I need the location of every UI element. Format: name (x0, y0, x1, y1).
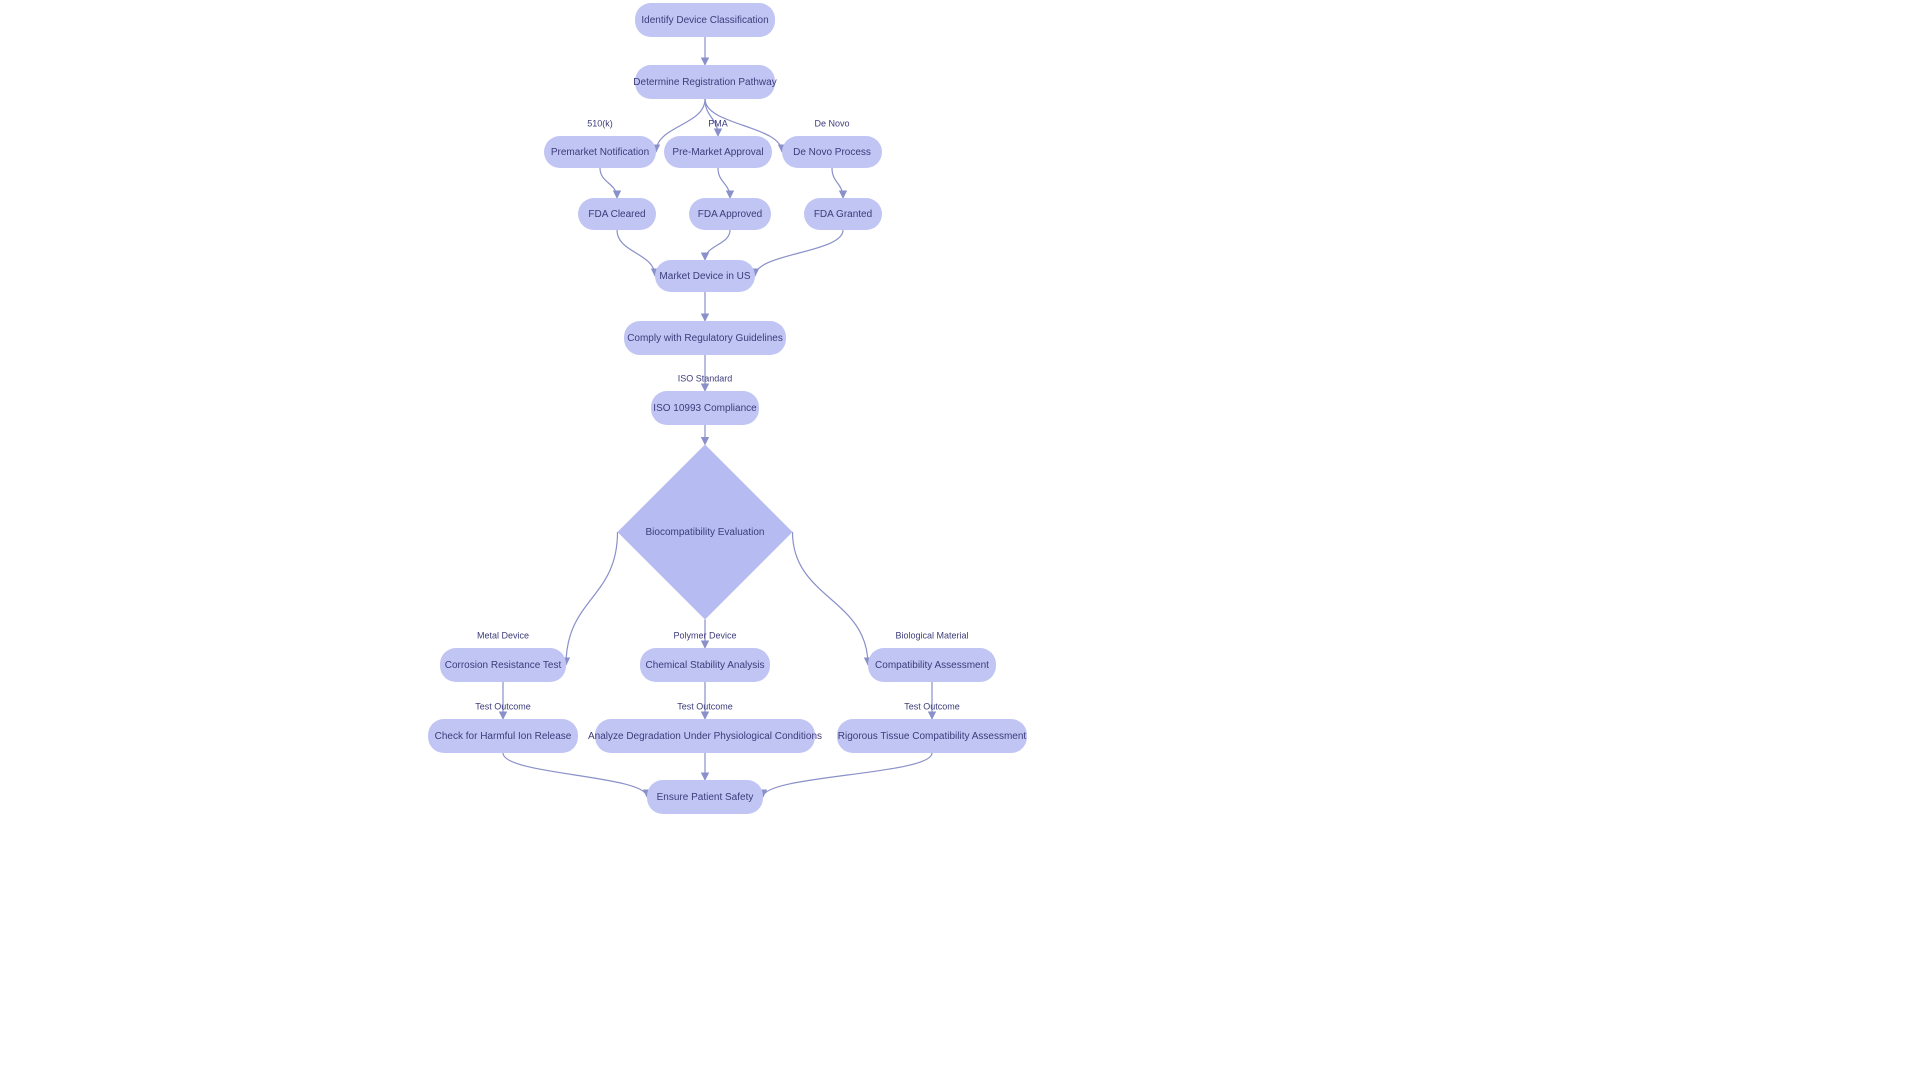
node-label: Pre-Market Approval (672, 147, 763, 158)
edge (755, 230, 843, 276)
node-label: Determine Registration Pathway (633, 77, 776, 88)
flow-node: Rigorous Tissue Compatibility Assessment (837, 719, 1027, 753)
edge-label: 510(k) (587, 118, 613, 128)
edge (566, 532, 618, 665)
node-label: FDA Granted (814, 209, 872, 220)
node-label: Premarket Notification (551, 147, 649, 158)
flow-node: Chemical Stability Analysis (640, 648, 770, 682)
node-label: Corrosion Resistance Test (445, 660, 562, 671)
flow-node: Check for Harmful Ion Release (428, 719, 578, 753)
edge-label: De Novo (814, 118, 849, 128)
flow-node: Analyze Degradation Under Physiological … (588, 719, 822, 753)
edge-label: ISO Standard (678, 373, 733, 383)
node-label: Chemical Stability Analysis (646, 660, 765, 671)
edge (705, 230, 730, 260)
flowchart-canvas: 510(k) PMA De Novo ISO Standard Metal Device… (0, 0, 1920, 1080)
node-label: Rigorous Tissue Compatibility Assessment (838, 731, 1027, 742)
edge-label: Test Outcome (677, 701, 733, 711)
flow-node: Biocompatibility Evaluation (618, 445, 793, 620)
flow-node: Compatibility Assessment (868, 648, 996, 682)
flow-node: Pre-Market Approval (664, 136, 772, 168)
flow-node: FDA Cleared (578, 198, 656, 230)
node-label: ISO 10993 Compliance (653, 403, 757, 414)
node-label: Check for Harmful Ion Release (435, 731, 572, 742)
flow-node: Market Device in US (655, 260, 755, 292)
flow-node: FDA Granted (804, 198, 882, 230)
edge (763, 753, 932, 797)
node-label: Analyze Degradation Under Physiological … (588, 731, 822, 742)
node-label: Market Device in US (659, 271, 750, 282)
flow-node: Premarket Notification (544, 136, 656, 168)
flow-node: Determine Registration Pathway (633, 65, 776, 99)
edge-label: Test Outcome (475, 701, 531, 711)
node-label: FDA Cleared (588, 209, 645, 220)
edge (617, 230, 655, 276)
flow-node: Identify Device Classification (635, 3, 775, 37)
edge (793, 532, 869, 665)
node-label: FDA Approved (698, 209, 762, 220)
edge (600, 168, 617, 198)
edge-label: Polymer Device (673, 630, 736, 640)
edge (718, 168, 730, 198)
node-label: De Novo Process (793, 147, 871, 158)
node-label: Ensure Patient Safety (657, 792, 754, 803)
node-label: Compatibility Assessment (875, 660, 989, 671)
node-label: Identify Device Classification (641, 15, 768, 26)
flow-node: FDA Approved (689, 198, 771, 230)
edge-label: PMA (708, 118, 728, 128)
flow-node: De Novo Process (782, 136, 882, 168)
edge (503, 753, 647, 797)
node-label: Comply with Regulatory Guidelines (627, 333, 783, 344)
flow-node: Ensure Patient Safety (647, 780, 763, 814)
node-label: Biocompatibility Evaluation (646, 527, 765, 538)
edge (832, 168, 843, 198)
flow-node: Comply with Regulatory Guidelines (624, 321, 786, 355)
edge-label: Test Outcome (904, 701, 960, 711)
flow-node: Corrosion Resistance Test (440, 648, 566, 682)
edge-label: Metal Device (477, 630, 529, 640)
flow-node: ISO 10993 Compliance (651, 391, 759, 425)
edge-label: Biological Material (895, 630, 968, 640)
